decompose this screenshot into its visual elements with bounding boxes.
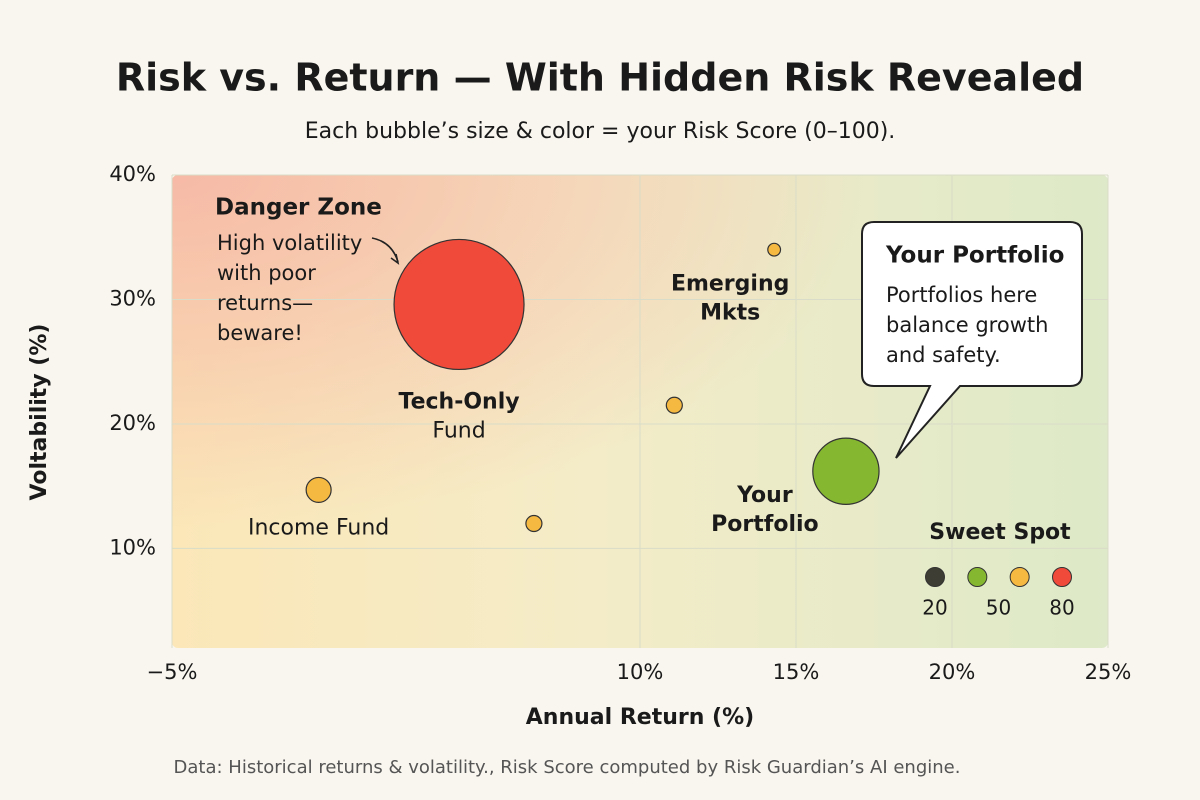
annotation-title: Danger Zone — [215, 195, 382, 221]
y-tick-label: 30% — [109, 286, 156, 310]
annotation-text: High volatility — [217, 231, 362, 255]
bubble-label: Emerging — [671, 272, 789, 297]
bubble — [393, 238, 525, 371]
legend-label: 20 — [922, 596, 947, 620]
danger-arrowhead — [390, 253, 400, 265]
x-tick-label: 25% — [1085, 660, 1132, 684]
y-axis-title: Voltability (%) — [27, 324, 52, 501]
legend-title: Sweet Spot — [929, 520, 1071, 545]
annotation-text: and safety. — [886, 343, 1001, 367]
subtitle: Each bubble’s size & color = your Risk S… — [305, 119, 896, 144]
legend-label: 50 — [986, 596, 1011, 620]
bubble — [525, 514, 543, 533]
bubble-label: Tech-Only — [398, 389, 519, 414]
footer: Data: Historical returns & volatility., … — [174, 757, 961, 778]
annotation-text: Portfolios here — [886, 283, 1037, 307]
bubble-label: Your — [736, 483, 793, 508]
bubble-label: Portfolio — [711, 512, 819, 537]
bubble-label: Fund — [432, 418, 485, 443]
legend-swatch — [1009, 567, 1030, 587]
annotation-text: balance growth — [886, 313, 1048, 337]
x-tick-label: 15% — [773, 660, 820, 684]
bubble-label: Income Fund — [248, 515, 389, 540]
x-tick-label: 20% — [929, 660, 976, 684]
legend-swatch — [967, 567, 988, 587]
bubble — [767, 242, 782, 257]
y-tick-label: 20% — [109, 411, 156, 435]
annotation-title: Your Portfolio — [885, 243, 1064, 269]
bubble-label: Mkts — [700, 301, 760, 326]
chart-title: Risk vs. Return — With Hidden Risk Revea… — [116, 56, 1084, 100]
bubble — [665, 396, 683, 414]
bubble — [812, 437, 880, 505]
legend-label: 80 — [1049, 596, 1074, 620]
x-tick-label: −5% — [147, 660, 198, 684]
y-tick-label: 10% — [109, 535, 156, 559]
x-axis-title: Annual Return (%) — [526, 705, 754, 730]
legend-swatch — [925, 567, 945, 587]
annotation-text: returns— — [217, 291, 313, 315]
annotation-text: beware! — [217, 321, 303, 345]
x-tick-label: 10% — [617, 660, 664, 684]
callout-box — [861, 221, 1083, 459]
bubble — [305, 476, 332, 504]
annotation-text: with poor — [217, 261, 316, 285]
y-tick-label: 40% — [109, 162, 156, 186]
legend-swatch — [1052, 567, 1072, 587]
